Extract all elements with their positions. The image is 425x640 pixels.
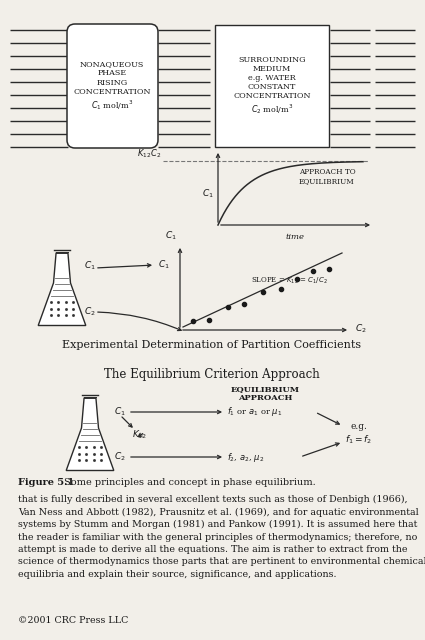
- Polygon shape: [66, 398, 114, 470]
- Text: $C_2$: $C_2$: [84, 306, 96, 318]
- Text: $K_{12}C_2$: $K_{12}C_2$: [137, 148, 161, 160]
- Text: $f_2$, $a_2$, $\mu_2$: $f_2$, $a_2$, $\mu_2$: [227, 451, 264, 463]
- Text: science of thermodynamics those parts that are pertinent to environmental chemic: science of thermodynamics those parts th…: [18, 557, 425, 566]
- Text: SLOPE = $K_{12}$ = $C_1/C_2$: SLOPE = $K_{12}$ = $C_1/C_2$: [252, 276, 328, 286]
- Point: [190, 316, 196, 326]
- Point: [293, 274, 300, 284]
- FancyBboxPatch shape: [67, 24, 158, 148]
- Text: $C_1$: $C_1$: [158, 259, 170, 271]
- Text: NONAQUEOUS
PHASE
RISING
CONCENTRATION
$C_1$ mol/m$^3$: NONAQUEOUS PHASE RISING CONCENTRATION $C…: [73, 60, 151, 112]
- Point: [326, 264, 332, 274]
- Text: APPROACH TO
EQUILIBRIUM: APPROACH TO EQUILIBRIUM: [299, 168, 355, 185]
- Text: systems by Stumm and Morgan (1981) and Pankow (1991). It is assumed here that: systems by Stumm and Morgan (1981) and P…: [18, 520, 417, 529]
- Text: EQUILIBRIUM
APPROACH: EQUILIBRIUM APPROACH: [230, 385, 300, 402]
- Text: Figure 5.1: Figure 5.1: [18, 478, 74, 487]
- Text: equilibria and explain their source, significance, and applications.: equilibria and explain their source, sig…: [18, 570, 337, 579]
- Text: e.g.
$f_1 = f_2$: e.g. $f_1 = f_2$: [345, 422, 372, 445]
- Text: $C_1$: $C_1$: [202, 188, 214, 200]
- Text: time: time: [286, 233, 305, 241]
- Point: [278, 284, 284, 294]
- Text: The Equilibrium Criterion Approach: The Equilibrium Criterion Approach: [104, 368, 320, 381]
- Text: ©2001 CRC Press LLC: ©2001 CRC Press LLC: [18, 616, 128, 625]
- Text: $C_1$: $C_1$: [114, 406, 126, 419]
- Text: the reader is familiar with the general principles of thermodynamics; therefore,: the reader is familiar with the general …: [18, 532, 417, 541]
- Text: SURROUNDING
MEDIUM
e.g. WATER
CONSTANT
CONCENTRATION
$C_2$ mol/m$^3$: SURROUNDING MEDIUM e.g. WATER CONSTANT C…: [233, 56, 311, 116]
- Polygon shape: [38, 253, 86, 326]
- Point: [224, 302, 231, 312]
- FancyBboxPatch shape: [215, 25, 329, 147]
- Point: [205, 315, 212, 325]
- Text: $K_{12}$: $K_{12}$: [132, 429, 147, 441]
- Text: $C_1$: $C_1$: [165, 230, 177, 242]
- Text: $C_1$: $C_1$: [84, 260, 96, 272]
- Point: [309, 266, 316, 276]
- Text: Experimental Determination of Partition Coefficients: Experimental Determination of Partition …: [62, 340, 362, 350]
- Text: $f_1$ or $a_1$ or $\mu_1$: $f_1$ or $a_1$ or $\mu_1$: [227, 406, 282, 419]
- Point: [241, 300, 247, 310]
- Text: that is fully described in several excellent texts such as those of Denbigh (196: that is fully described in several excel…: [18, 495, 408, 504]
- Text: Some principles and concept in phase equilibrium.: Some principles and concept in phase equ…: [64, 478, 316, 487]
- Text: attempt is made to derive all the equations. The aim is rather to extract from t: attempt is made to derive all the equati…: [18, 545, 408, 554]
- Text: Van Ness and Abbott (1982), Prausnitz et al. (1969), and for aquatic environment: Van Ness and Abbott (1982), Prausnitz et…: [18, 508, 419, 516]
- Text: $C_2$: $C_2$: [355, 323, 367, 335]
- Point: [260, 287, 266, 298]
- Text: $C_2$: $C_2$: [114, 451, 126, 463]
